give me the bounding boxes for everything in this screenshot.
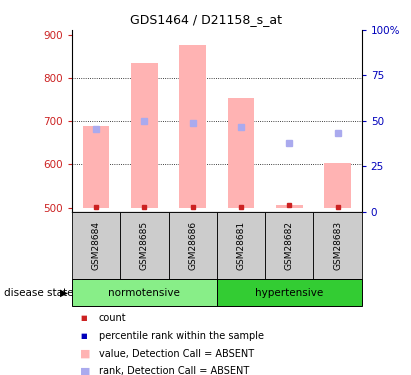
Text: percentile rank within the sample: percentile rank within the sample: [99, 331, 263, 341]
Bar: [217, 212, 265, 279]
Bar: [228, 98, 254, 208]
Text: GSM28683: GSM28683: [333, 221, 342, 270]
Text: hypertensive: hypertensive: [255, 288, 323, 297]
Bar: [265, 212, 314, 279]
Bar: [72, 212, 120, 279]
Text: GSM28682: GSM28682: [285, 221, 294, 270]
Bar: [179, 45, 206, 208]
Bar: [83, 126, 109, 208]
Text: normotensive: normotensive: [109, 288, 180, 297]
Bar: [324, 163, 351, 208]
Text: GSM28685: GSM28685: [140, 221, 149, 270]
Text: GDS1464 / D21158_s_at: GDS1464 / D21158_s_at: [129, 13, 282, 26]
Bar: [169, 212, 217, 279]
Text: GSM28681: GSM28681: [236, 221, 245, 270]
Text: ■: ■: [80, 333, 87, 339]
Bar: [72, 279, 217, 306]
Text: ■: ■: [80, 366, 91, 375]
Text: ■: ■: [80, 349, 91, 358]
Bar: [120, 212, 169, 279]
Text: GSM28686: GSM28686: [188, 221, 197, 270]
Text: rank, Detection Call = ABSENT: rank, Detection Call = ABSENT: [99, 366, 249, 375]
Text: ▶: ▶: [60, 288, 68, 297]
Text: disease state: disease state: [4, 288, 74, 297]
Text: GSM28684: GSM28684: [92, 221, 101, 270]
Bar: [314, 212, 362, 279]
Text: ■: ■: [80, 315, 87, 321]
Bar: [276, 204, 302, 208]
Text: count: count: [99, 313, 126, 323]
Text: value, Detection Call = ABSENT: value, Detection Call = ABSENT: [99, 349, 254, 358]
Bar: [131, 63, 158, 208]
Bar: [217, 279, 362, 306]
